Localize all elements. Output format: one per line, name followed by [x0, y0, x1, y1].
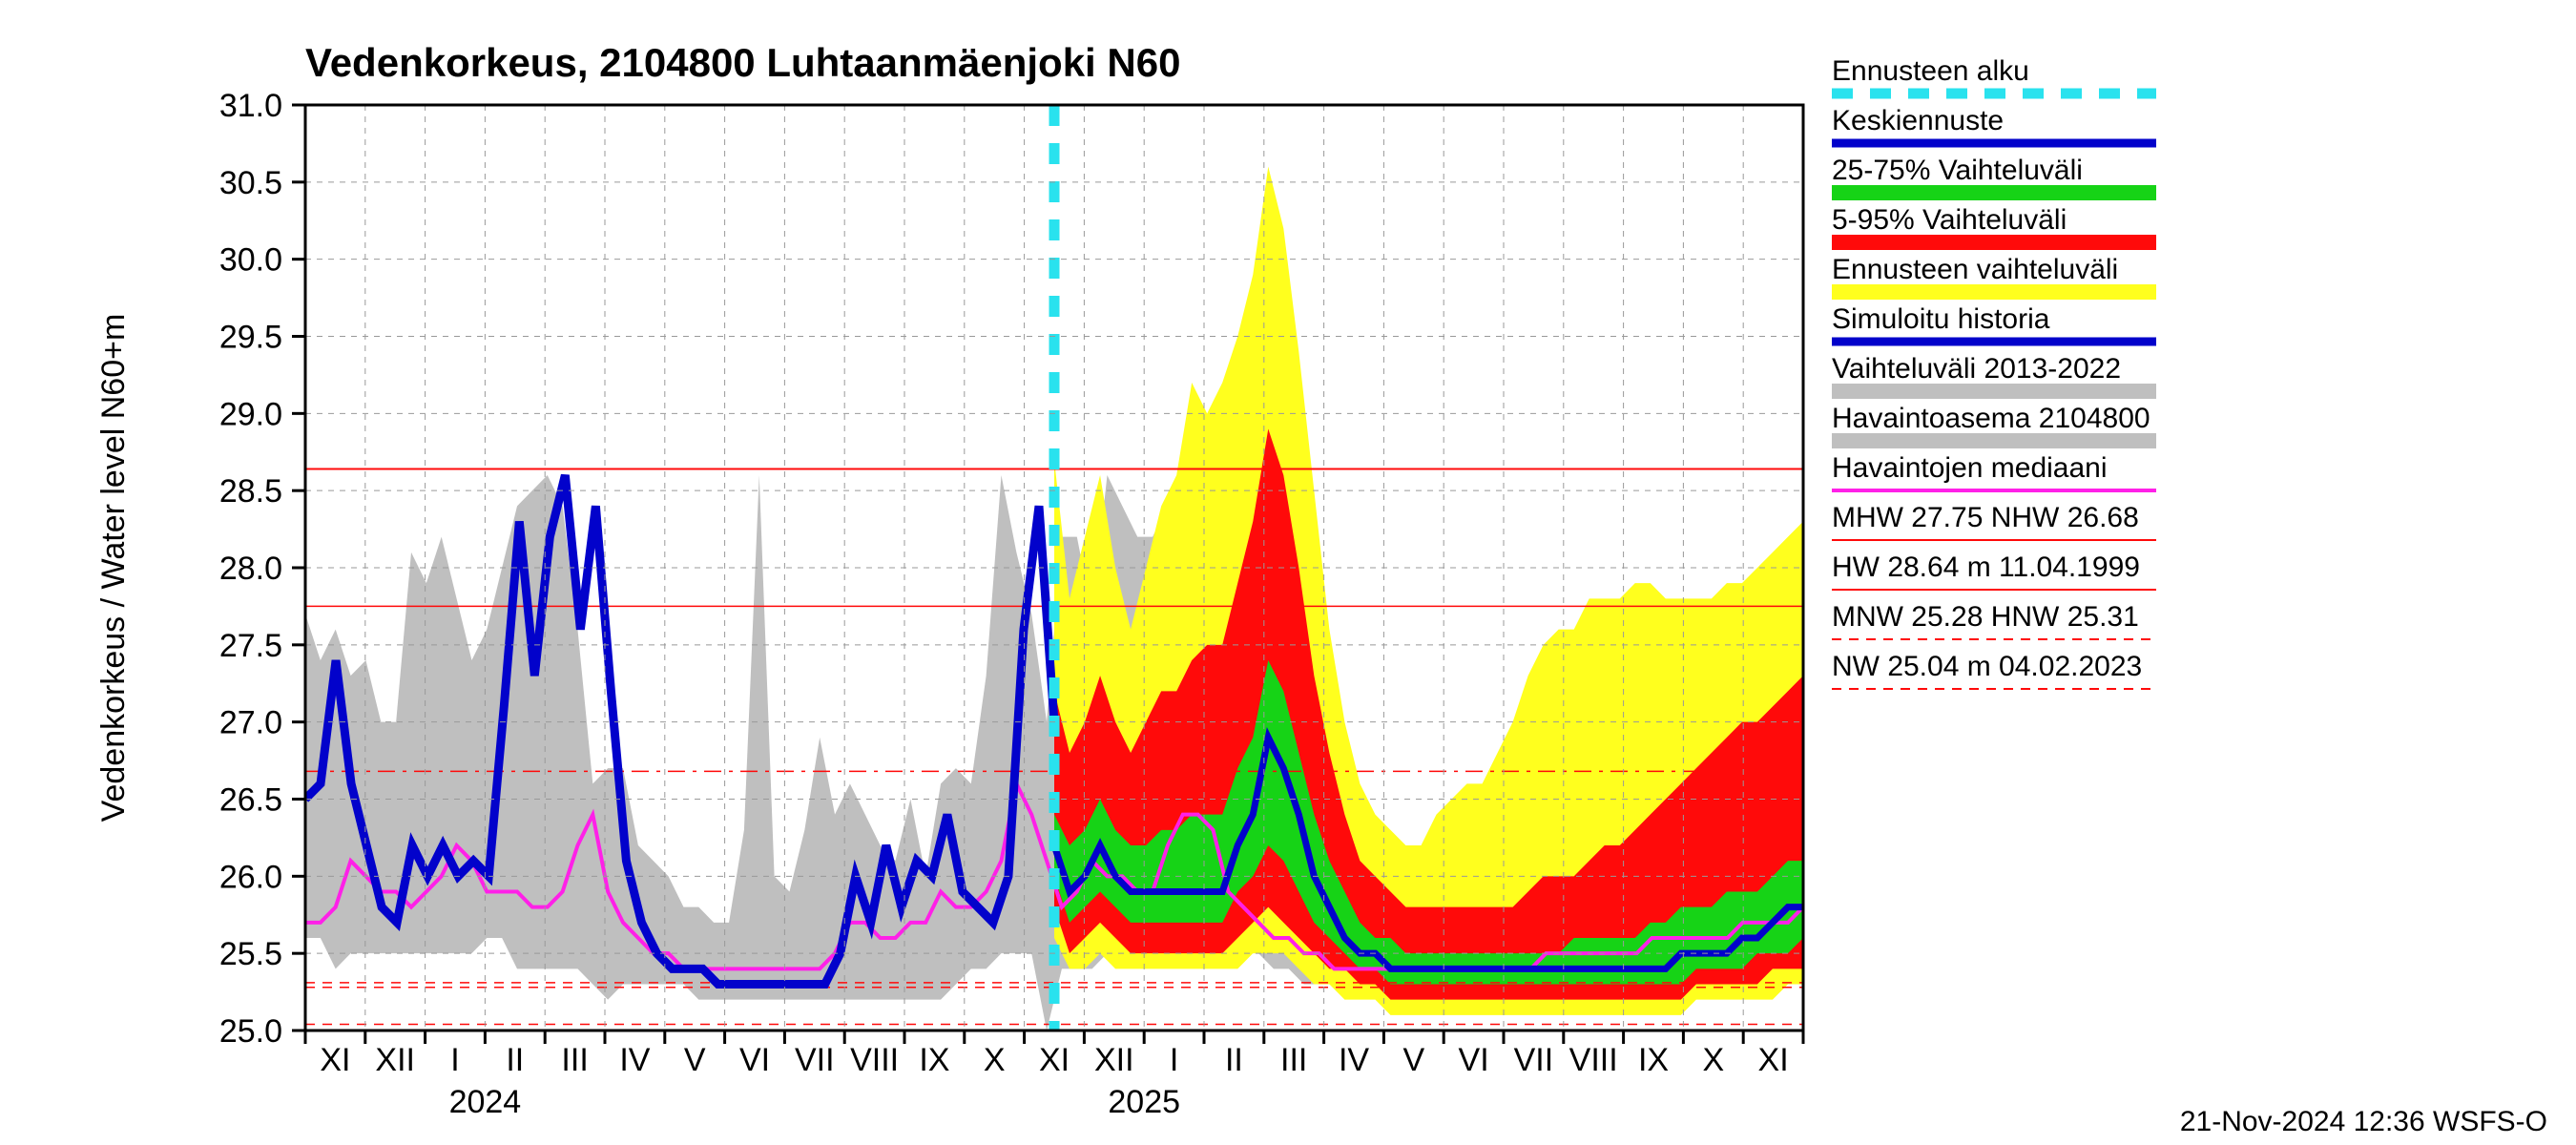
x-month-label: III — [1280, 1042, 1307, 1078]
x-month-label: IV — [1339, 1042, 1369, 1078]
x-month-label: VII — [1514, 1042, 1554, 1078]
y-tick-label: 28.0 — [219, 551, 282, 587]
x-month-label: VII — [795, 1042, 835, 1078]
y-tick-label: 27.0 — [219, 705, 282, 741]
y-tick-label: 30.5 — [219, 165, 282, 201]
legend-label-sim_history: Simuloitu historia — [1832, 303, 2050, 335]
x-month-label: V — [1402, 1042, 1424, 1078]
x-month-label: I — [450, 1042, 459, 1078]
x-month-label: V — [684, 1042, 706, 1078]
x-year-label: 2024 — [449, 1084, 522, 1120]
legend-swatch — [1832, 433, 2156, 448]
y-tick-label: 29.0 — [219, 396, 282, 432]
legend-label2-ref_low: NW 25.04 m 04.02.2023 — [1832, 651, 2142, 682]
legend-label2-history_band: Havaintoasema 2104800 — [1832, 403, 2150, 434]
y-tick-label: 29.5 — [219, 320, 282, 356]
x-month-label: XI — [1758, 1042, 1789, 1078]
footer-timestamp: 21-Nov-2024 12:36 WSFS-O — [2180, 1106, 2547, 1137]
y-tick-label: 31.0 — [219, 88, 282, 124]
x-month-label: XII — [1094, 1042, 1134, 1078]
legend-label-ref_low: MNW 25.28 HNW 25.31 — [1832, 601, 2139, 633]
y-tick-label: 30.0 — [219, 242, 282, 279]
x-month-label: III — [561, 1042, 588, 1078]
x-month-label: I — [1170, 1042, 1178, 1078]
legend-label-ref_high: MHW 27.75 NHW 26.68 — [1832, 502, 2139, 533]
x-month-label: IX — [919, 1042, 949, 1078]
y-tick-label: 27.5 — [219, 628, 282, 664]
x-month-label: IV — [619, 1042, 650, 1078]
legend-label-p5_95: 5-95% Vaihteluväli — [1832, 204, 2067, 236]
x-month-label: XII — [375, 1042, 415, 1078]
y-axis-label: Vedenkorkeus / Water level N60+m — [95, 314, 132, 822]
legend-swatch — [1832, 284, 2156, 300]
x-year-label: 2025 — [1108, 1084, 1180, 1120]
x-month-label: X — [1702, 1042, 1724, 1078]
y-tick-label: 28.5 — [219, 473, 282, 510]
legend-label-p25_75: 25-75% Vaihteluväli — [1832, 155, 2083, 186]
x-month-label: IX — [1638, 1042, 1669, 1078]
x-month-label: XI — [320, 1042, 350, 1078]
y-tick-label: 26.0 — [219, 859, 282, 895]
legend-label-forecast_start: Ennusteen alku — [1832, 55, 2029, 87]
y-tick-label: 25.0 — [219, 1013, 282, 1050]
x-month-label: VIII — [850, 1042, 899, 1078]
legend-swatch — [1832, 185, 2156, 200]
x-month-label: VIII — [1569, 1042, 1618, 1078]
chart-title: Vedenkorkeus, 2104800 Luhtaanmäenjoki N6… — [305, 40, 1180, 85]
water-level-forecast-chart: 25.0 25.5 26.0 26.5 27.0 27.5 28.0 28.5 29.0 29.5… — [0, 0, 2576, 1145]
x-month-label: XI — [1039, 1042, 1070, 1078]
x-month-label: II — [1225, 1042, 1243, 1078]
legend-label-range_full: Ennusteen vaihteluväli — [1832, 254, 2118, 285]
y-tick-label: 25.5 — [219, 936, 282, 972]
legend-swatch — [1832, 235, 2156, 250]
x-month-label: VI — [739, 1042, 770, 1078]
x-month-label: VI — [1459, 1042, 1489, 1078]
legend-swatch — [1832, 384, 2156, 399]
x-month-label: X — [984, 1042, 1006, 1078]
legend-label-median_obs: Havaintojen mediaani — [1832, 452, 2108, 484]
y-tick-label: 26.5 — [219, 782, 282, 819]
legend-label-history_band: Vaihteluväli 2013-2022 — [1832, 353, 2121, 385]
legend-label-mean_forecast: Keskiennuste — [1832, 105, 2004, 136]
x-month-label: II — [506, 1042, 524, 1078]
legend-label2-ref_high: HW 28.64 m 11.04.1999 — [1832, 552, 2140, 583]
